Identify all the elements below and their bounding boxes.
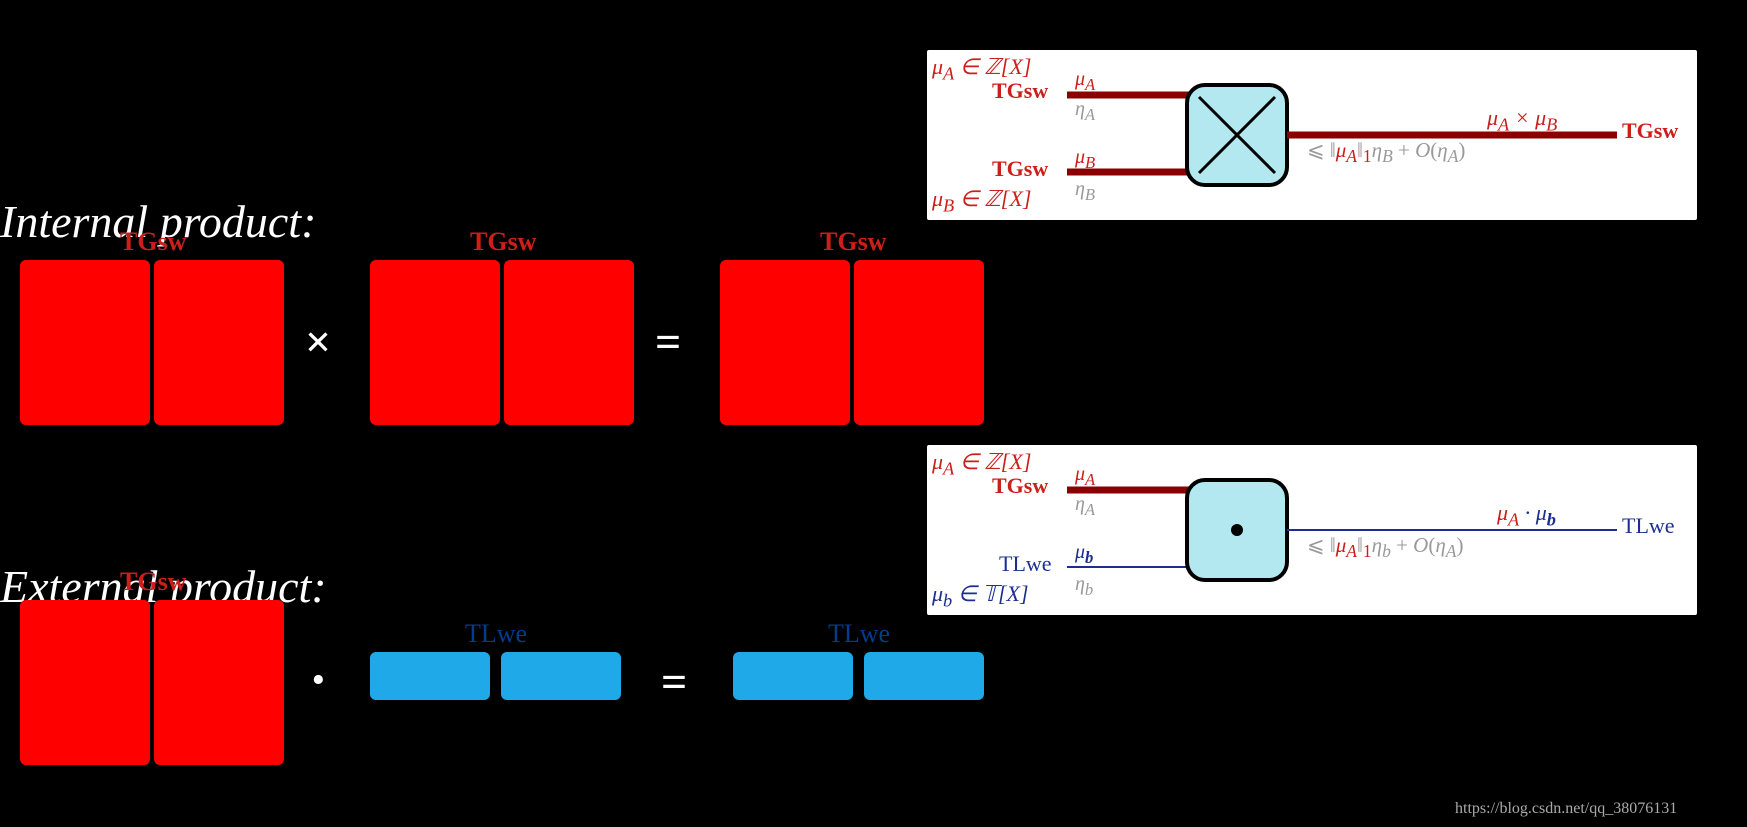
panel1-setB: μB ∈ ℤ[X]: [932, 186, 1031, 216]
equals-op: =: [661, 655, 687, 708]
panel2-svg: [927, 445, 1697, 615]
panel1-tgsw-A: TGsw: [992, 78, 1048, 104]
panel1-tgsw-B: TGsw: [992, 156, 1048, 182]
tlwe-block: [864, 652, 984, 700]
tlwe-label: TLwe: [465, 619, 527, 649]
tlwe-label: TLwe: [828, 619, 890, 649]
panel1-mu-out: μA × μB: [1487, 105, 1557, 135]
panel1-noise: ⩽ ‖μA‖1ηB + O(ηA): [1307, 138, 1465, 167]
panel2-etaA: ηA: [1075, 493, 1095, 520]
watermark: https://blog.csdn.net/qq_38076131: [1455, 800, 1677, 818]
panel2-etab: ηb: [1075, 573, 1093, 600]
tgsw-block: [20, 260, 150, 425]
panel-external-circuit: μA ∈ ℤ[X] TGsw μA ηA TLwe μb ηb μb ∈ 𝕋[X…: [927, 445, 1697, 615]
panel2-mub: μb: [1075, 541, 1093, 568]
tgsw-block: [370, 260, 500, 425]
panel1-etaA: ηA: [1075, 98, 1095, 125]
tgsw-block: [720, 260, 850, 425]
panel2-noise: ⩽ ‖μA‖1ηb + O(ηA): [1307, 533, 1463, 562]
tgsw-label: TGsw: [120, 567, 186, 597]
tgsw-block: [20, 600, 150, 765]
tgsw-label: TGsw: [470, 227, 536, 257]
panel1-muA: μA: [1075, 68, 1095, 95]
equals-op: =: [655, 315, 681, 368]
dot-op: ·: [309, 648, 328, 712]
tgsw-label: TGsw: [120, 227, 186, 257]
tgsw-block: [154, 600, 284, 765]
panel2-mu-out: μA · μb: [1497, 500, 1556, 530]
panel1-svg: [927, 50, 1697, 220]
tgsw-block: [854, 260, 984, 425]
panel2-tgsw-A: TGsw: [992, 473, 1048, 499]
panel1-etaB: ηB: [1075, 178, 1095, 205]
panel1-muB: μB: [1075, 146, 1095, 173]
panel-internal-circuit: μA ∈ ℤ[X] TGsw μA ηA TGsw μB ηB μB ∈ ℤ[X…: [927, 50, 1697, 220]
tgsw-label: TGsw: [820, 227, 886, 257]
panel1-tgsw-out: TGsw: [1622, 118, 1678, 144]
tgsw-block: [154, 260, 284, 425]
tgsw-block: [504, 260, 634, 425]
tlwe-block: [370, 652, 490, 700]
panel2-muA: μA: [1075, 463, 1095, 490]
tlwe-block: [733, 652, 853, 700]
panel2-setb: μb ∈ 𝕋[X]: [932, 581, 1029, 611]
panel2-tlwe-b: TLwe: [999, 551, 1052, 577]
times-op: ×: [305, 315, 331, 368]
panel2-tlwe-out: TLwe: [1622, 513, 1675, 539]
tlwe-block: [501, 652, 621, 700]
